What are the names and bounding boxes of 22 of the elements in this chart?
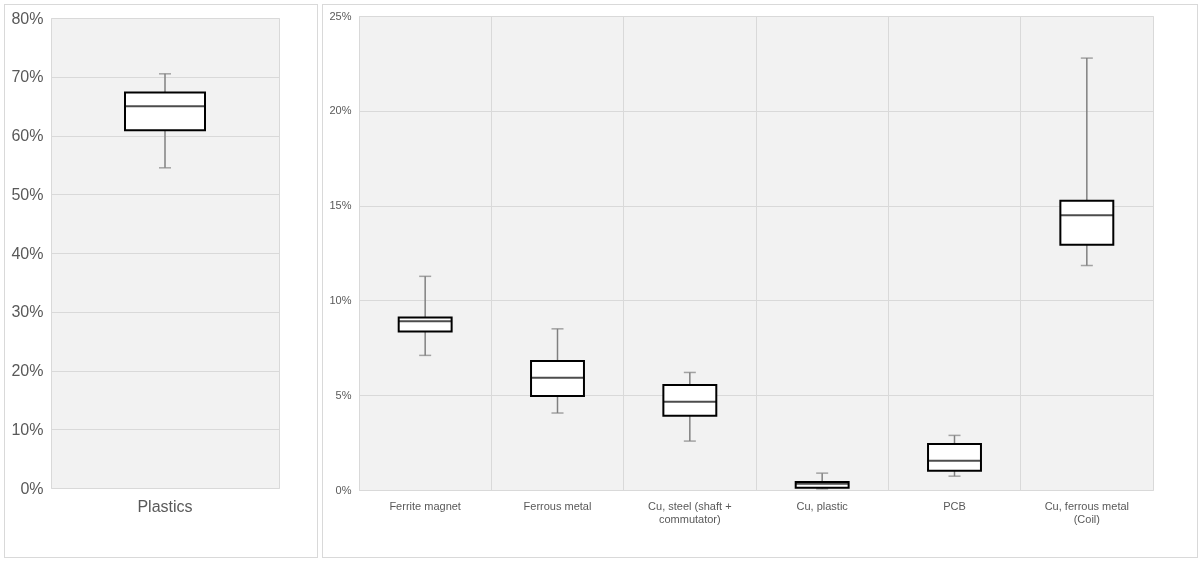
y-tick-label: 70% (11, 68, 44, 86)
x-tick-label: PCB (943, 499, 966, 512)
x-tick-label: Cu, steel (shaft + commutator) (648, 499, 732, 525)
y-tick-label: 0% (335, 483, 352, 496)
y-tick-label: 80% (11, 9, 44, 27)
y-tick-label: 60% (11, 127, 44, 144)
x-tick-label: Plastics (137, 497, 193, 515)
y-tick-label: 0% (20, 479, 44, 497)
y-tick-label: 15% (329, 199, 352, 212)
y-tick-label: 40% (11, 244, 44, 262)
y-tick-label: 20% (11, 362, 44, 379)
x-tick-label: Ferrite magnet (389, 499, 461, 512)
x-tick-label: Ferrous metal (523, 499, 592, 512)
y-tick-label: 5% (335, 388, 352, 401)
y-tick-label: 10% (329, 293, 352, 306)
y-tick-label: 10% (11, 420, 44, 438)
x-tick-label: Cu, ferrous metal (Coil) (1044, 499, 1130, 525)
y-tick-label: 25% (329, 9, 352, 22)
y-tick-label: 50% (11, 185, 44, 203)
y-tick-label: 20% (329, 104, 352, 117)
x-tick-label: Cu, plastic (796, 499, 849, 512)
y-tick-label: 30% (11, 303, 44, 321)
